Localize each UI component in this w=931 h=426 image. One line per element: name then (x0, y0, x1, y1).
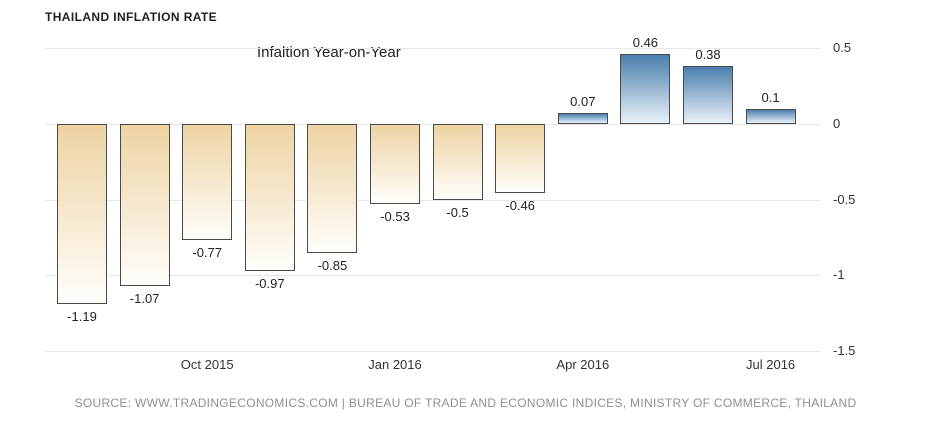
bar-value-label: 0.1 (761, 89, 780, 105)
chart-bar (244, 123, 295, 271)
gridline (45, 124, 820, 125)
chart-bar (620, 54, 671, 124)
chart-bar (557, 113, 608, 124)
bar-value-label: -0.46 (505, 198, 536, 214)
bar-value-label: -1.19 (67, 309, 97, 325)
chart-title: Infaltion Year-on-Year (257, 44, 401, 61)
chart-bar (182, 123, 233, 241)
gridline (45, 351, 820, 352)
bar-value-label: -0.53 (380, 209, 410, 225)
bar-value-label: 0.38 (695, 47, 721, 63)
bar-value-label: 0.46 (632, 35, 659, 51)
source-text: SOURCE: WWW.TRADINGECONOMICS.COM | BUREA… (74, 396, 857, 410)
chart-bar (432, 123, 483, 200)
bar-value-label: -0.97 (254, 275, 285, 291)
bar-value-label: -1.07 (129, 290, 160, 306)
chart-bar (307, 123, 358, 253)
chart-bar (495, 123, 546, 194)
gridline (45, 275, 820, 276)
x-axis-tick-label: Oct 2015 (180, 357, 234, 372)
y-axis-tick-label: -1 (833, 267, 845, 282)
y-axis-tick-label: 0 (833, 116, 841, 131)
x-axis-tick-label: Apr 2016 (556, 357, 610, 372)
chart-bar (119, 123, 170, 286)
bar-value-label: 0.07 (570, 94, 596, 110)
gridline (45, 48, 820, 49)
x-axis-tick-label: Jan 2016 (368, 357, 422, 372)
chart-bar (683, 66, 733, 124)
y-axis-tick-label: -1.5 (833, 343, 856, 358)
bar-value-label: -0.77 (192, 245, 223, 261)
x-axis-tick-label: Jul 2016 (746, 357, 796, 372)
bar-value-label: -0.5 (446, 204, 469, 220)
gridline (45, 200, 820, 201)
bar-value-label: -0.85 (317, 257, 348, 273)
chart-bar (370, 123, 420, 205)
y-axis-tick-label: 0.5 (833, 40, 852, 55)
page-title: THAILAND INFLATION RATE (45, 10, 218, 24)
chart-bar (745, 108, 796, 124)
chart-bar (57, 123, 107, 305)
y-axis-tick-label: -0.5 (833, 192, 856, 207)
